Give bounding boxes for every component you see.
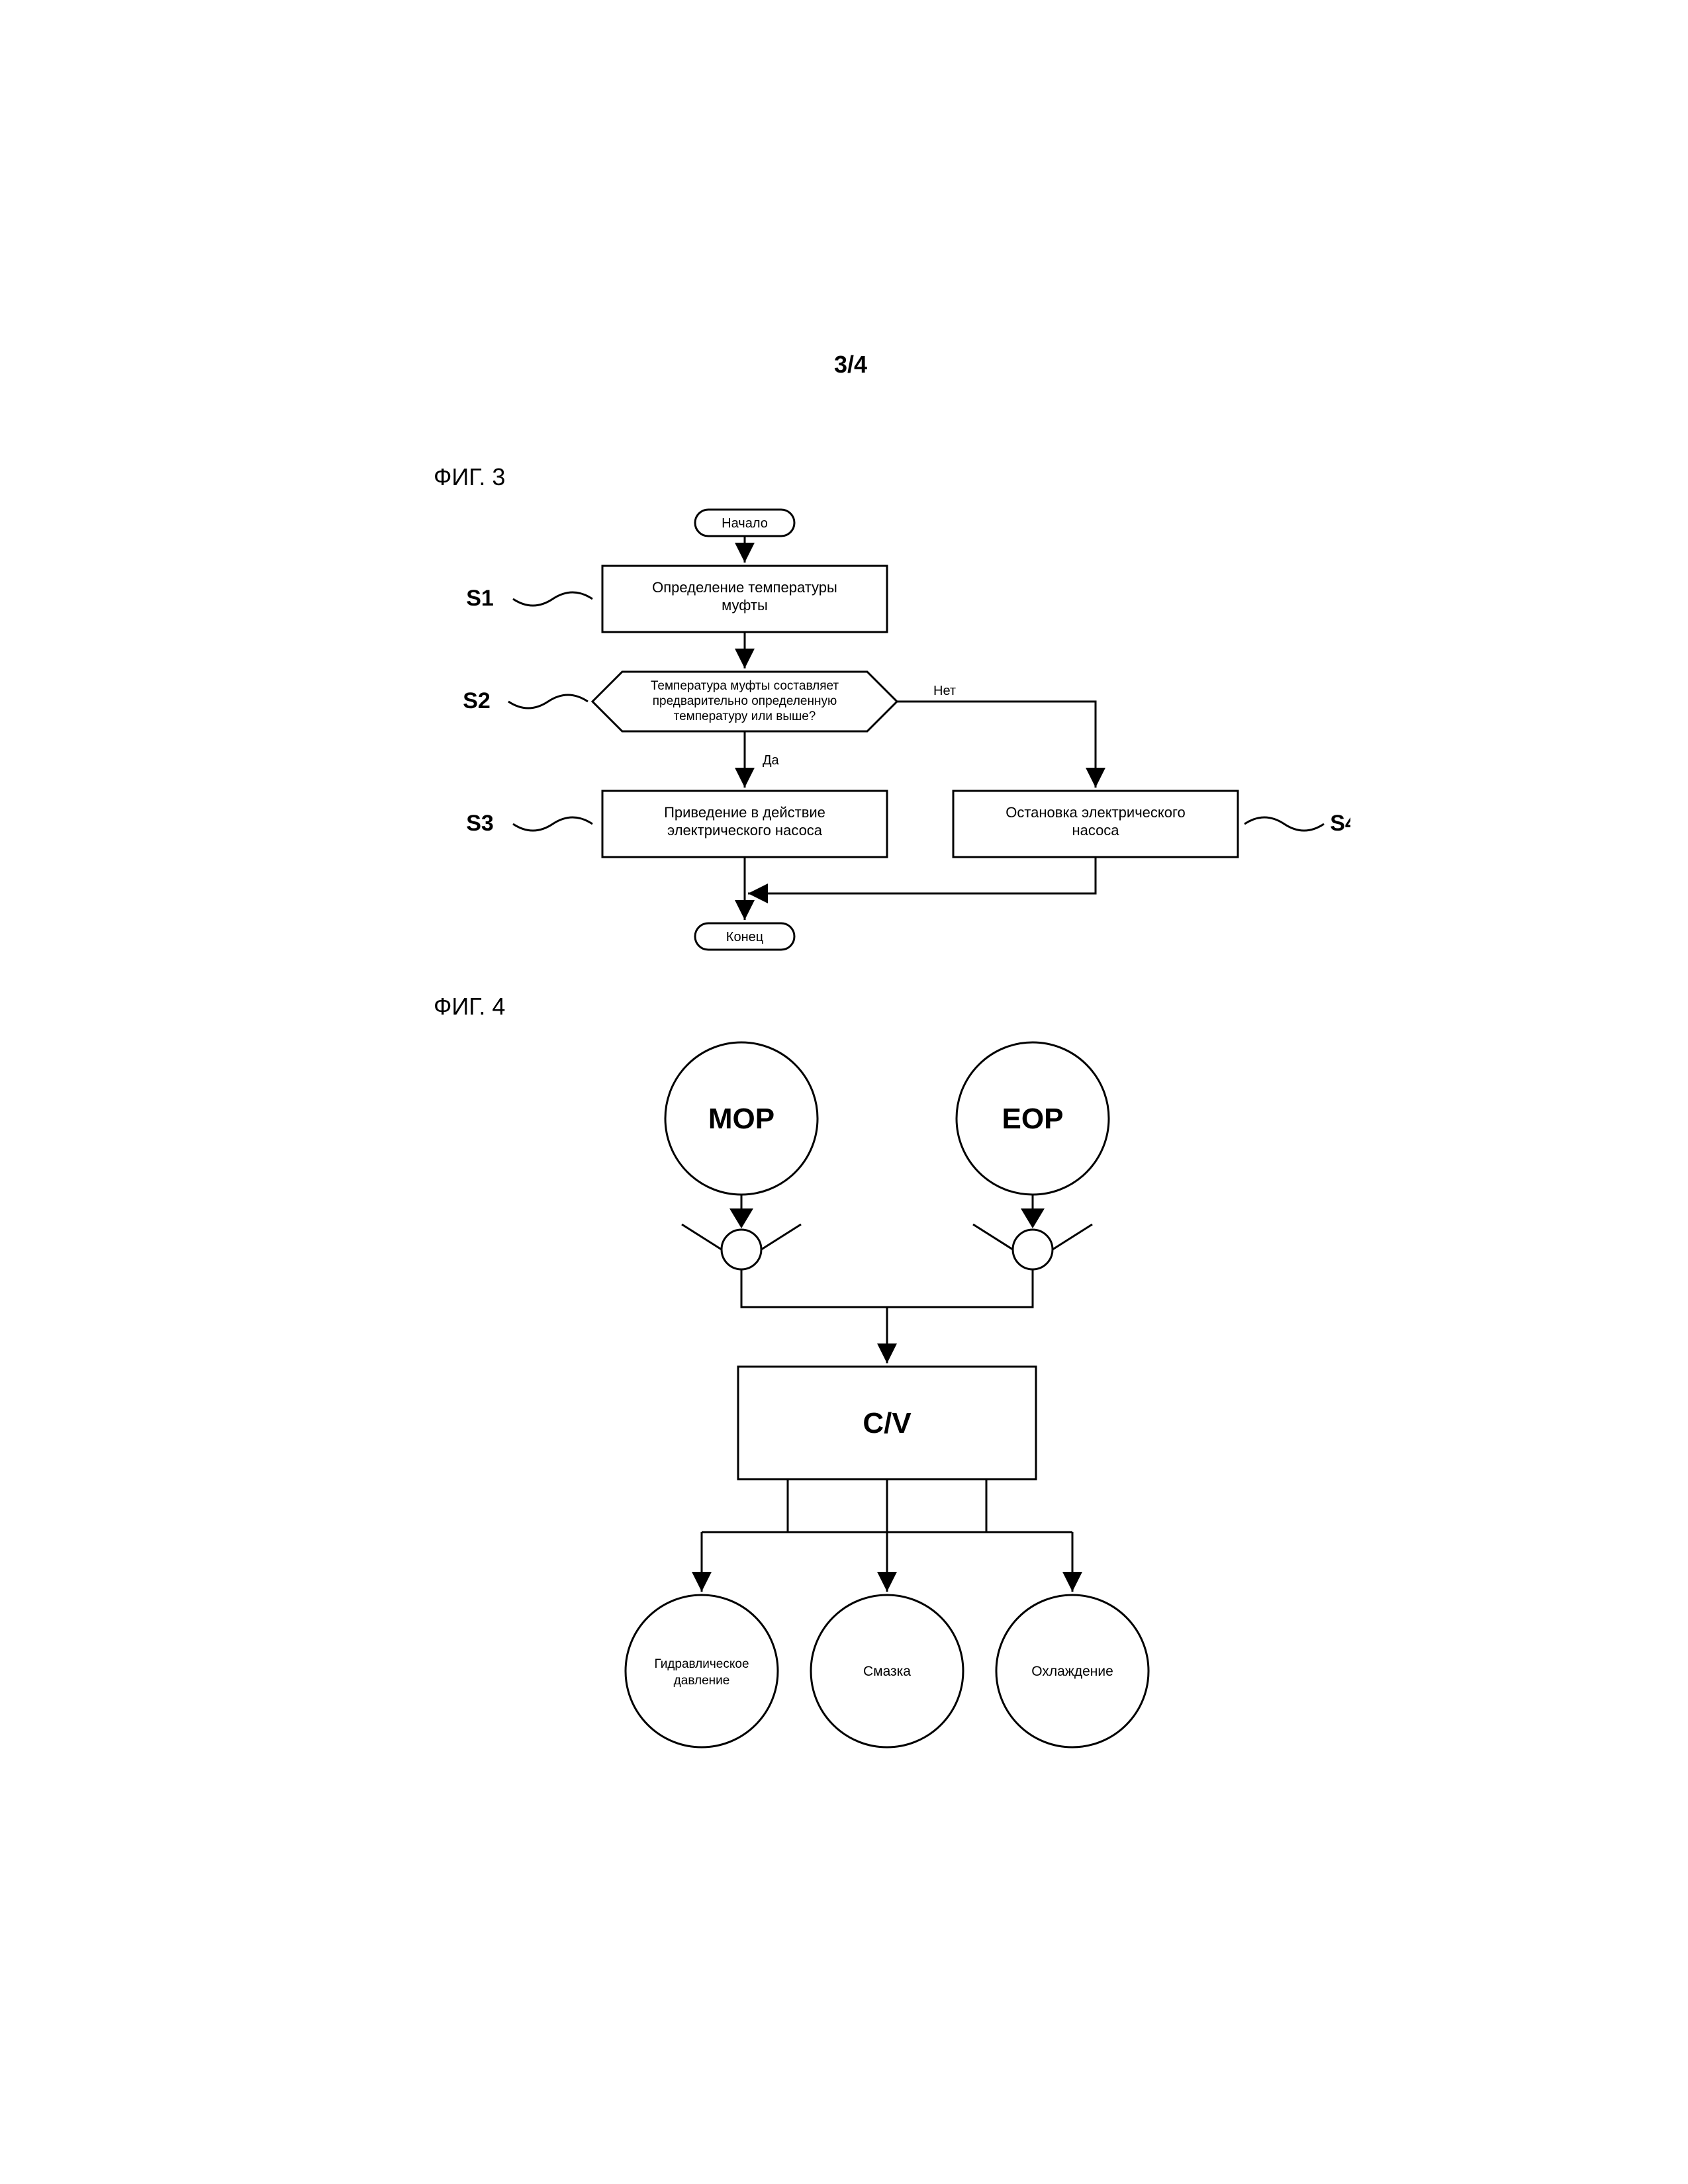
out1-text1: Гидравлическое — [654, 1657, 749, 1671]
eop-text: EOP — [1002, 1103, 1064, 1135]
s2-text3: температуру или выше? — [674, 709, 816, 723]
s4-text2: насоса — [1072, 822, 1119, 839]
no-label: Нет — [933, 684, 956, 698]
check-valve-left — [682, 1208, 801, 1269]
mop-text: MOP — [708, 1103, 774, 1135]
out2-text: Смазка — [863, 1664, 911, 1679]
out3-text: Охлаждение — [1031, 1664, 1113, 1679]
s1-connector — [513, 592, 592, 606]
s4-text1: Остановка электрического — [1006, 804, 1186, 821]
s2-text1: Температура муфты составляет — [651, 679, 839, 693]
s3-connector — [513, 817, 592, 831]
s2-connector — [508, 695, 588, 708]
start-text: Начало — [722, 516, 768, 531]
s3-text1: Приведение в действие — [664, 804, 825, 821]
fig4-diagram: MOP EOP C/V — [477, 1039, 1337, 1833]
s1-tag: S1 — [466, 586, 494, 611]
out1-text2: давление — [674, 1674, 730, 1688]
out1-circle — [626, 1595, 778, 1747]
check-valve-right — [973, 1208, 1092, 1269]
fig3-label: ФИГ. 3 — [434, 463, 505, 491]
s4-connector — [1244, 817, 1324, 831]
s4-tag: S4 — [1330, 811, 1350, 836]
s1-text1: Определение температуры — [652, 579, 837, 596]
s3-tag: S3 — [466, 811, 494, 836]
page-number: 3/4 — [834, 351, 867, 379]
fig3-flowchart: Начало Определение температуры муфты S1 … — [424, 503, 1350, 1006]
s2-text2: предварительно определенную — [653, 694, 837, 708]
end-text: Конец — [726, 930, 763, 944]
s2-tag: S2 — [463, 688, 491, 713]
s1-text2: муфты — [722, 597, 768, 614]
cv-text: C/V — [863, 1407, 912, 1439]
s3-text2: электрического насоса — [667, 822, 823, 839]
yes-label: Да — [763, 753, 780, 768]
